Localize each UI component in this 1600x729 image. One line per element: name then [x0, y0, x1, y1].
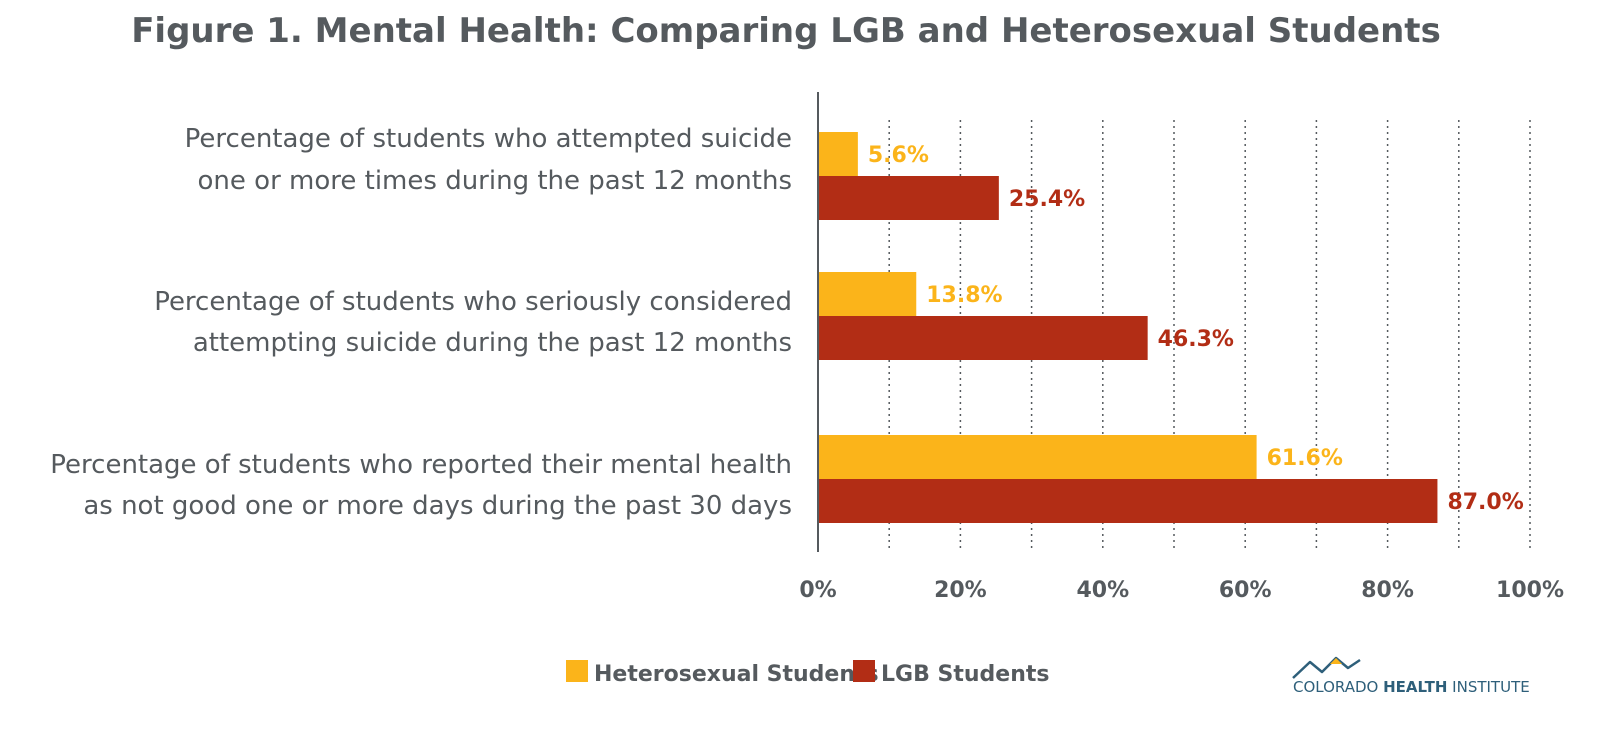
x-tick-label: 20%	[934, 578, 987, 603]
category-label: Percentage of students who attempted sui…	[185, 124, 792, 154]
x-tick-label: 0%	[799, 578, 836, 603]
x-tick-label: 60%	[1219, 578, 1272, 603]
bar	[818, 316, 1148, 360]
data-label: 46.3%	[1158, 327, 1234, 352]
legend-swatch	[853, 660, 875, 682]
legend-label: LGB Students	[881, 662, 1049, 687]
category-label: Percentage of students who reported thei…	[50, 450, 792, 480]
category-label: as not good one or more days during the …	[83, 491, 792, 521]
x-tick-label: 80%	[1361, 578, 1414, 603]
colorado-health-institute-logo: COLORADO HEALTH INSTITUTE	[1292, 656, 1530, 696]
data-label: 25.4%	[1009, 187, 1085, 212]
category-labels: Percentage of students who attempted sui…	[50, 124, 792, 521]
bar	[818, 479, 1438, 523]
x-axis-ticks: 0% 20% 40% 60% 80% 100%	[799, 578, 1564, 603]
chart-title: Figure 1. Mental Health: Comparing LGB a…	[131, 11, 1441, 51]
x-tick-label: 100%	[1496, 578, 1564, 603]
legend: Heterosexual Students LGB Students	[566, 660, 1049, 687]
category-label: one or more times during the past 12 mon…	[198, 166, 792, 196]
bar	[818, 272, 917, 316]
data-label: 13.8%	[926, 283, 1002, 308]
bars: 5.6% 13.8% 61.6% 25.4% 46.3% 87.0%	[818, 132, 1524, 523]
bar	[818, 435, 1257, 479]
category-label: attempting suicide during the past 12 mo…	[193, 328, 792, 358]
category-label: Percentage of students who seriously con…	[154, 287, 792, 317]
bar	[818, 132, 858, 176]
legend-label: Heterosexual Students	[594, 662, 879, 687]
bar	[818, 176, 999, 220]
data-label: 87.0%	[1447, 490, 1523, 515]
legend-swatch	[566, 660, 588, 682]
mountain-logo-icon	[1292, 656, 1361, 679]
x-tick-label: 40%	[1076, 578, 1129, 603]
data-label: 5.6%	[868, 143, 929, 168]
data-label: 61.6%	[1267, 446, 1343, 471]
logo-text: COLORADO HEALTH INSTITUTE	[1293, 678, 1530, 696]
peak-accent-icon	[1330, 658, 1342, 664]
